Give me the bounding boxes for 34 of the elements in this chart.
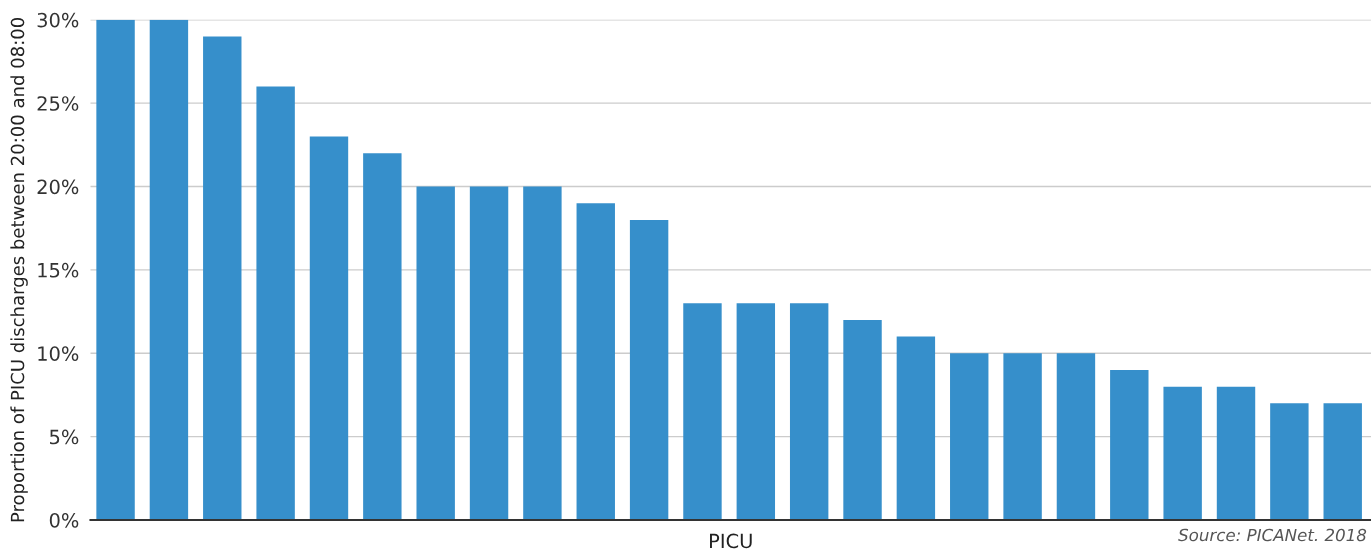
bar	[1323, 403, 1362, 521]
x-axis-title: PICU	[710, 533, 752, 549]
bar	[363, 153, 402, 521]
y-tick-label: 0%	[49, 512, 79, 528]
bar	[1216, 386, 1256, 521]
bar	[256, 86, 295, 521]
bar	[1163, 386, 1202, 521]
bar	[843, 319, 882, 521]
bar	[1056, 353, 1096, 521]
y-tick-label: 10%	[38, 346, 79, 361]
bar	[1270, 403, 1309, 521]
bar	[309, 136, 349, 521]
y-tick-label: 30%	[37, 12, 79, 28]
bar	[576, 203, 615, 521]
bar	[789, 303, 829, 521]
y-tick-label: 15%	[38, 262, 79, 278]
bar	[416, 186, 455, 521]
bar	[469, 186, 509, 521]
bar	[736, 303, 776, 521]
y-tick-label: 20%	[37, 179, 79, 195]
bar	[896, 336, 936, 521]
bar	[149, 19, 189, 521]
bar	[950, 353, 989, 521]
bar	[523, 186, 562, 521]
y-tick-label: 25%	[37, 96, 79, 111]
y-tick-label: 5%	[50, 429, 79, 445]
bar	[629, 219, 669, 521]
bar	[1110, 369, 1149, 521]
bar	[96, 19, 135, 521]
bar	[1003, 353, 1042, 521]
y-axis-title: Proportion of PICU discharges between 20:00 and 08:00	[10, 17, 28, 522]
bar	[683, 303, 722, 521]
bar	[203, 36, 242, 521]
source-note: Source: PICANet. 2018	[1178, 528, 1367, 542]
